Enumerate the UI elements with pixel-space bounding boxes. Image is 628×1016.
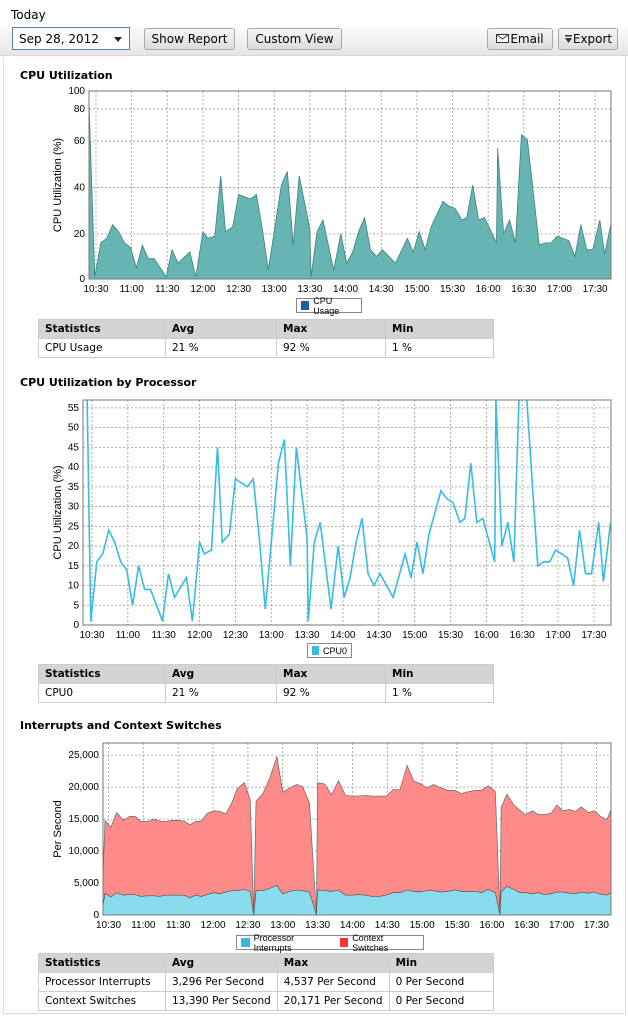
cell: CPU0 bbox=[38, 683, 166, 703]
cpu-legend: CPU Usage bbox=[296, 295, 362, 316]
table-row: CPU0 21 % 92 % 1 % bbox=[38, 683, 494, 703]
legend-label: Context Switches bbox=[352, 932, 389, 953]
interrupts-legend: Processor Interrupts Context Switches bbox=[236, 932, 424, 953]
interrupts-title: Interrupts and Context Switches bbox=[20, 719, 222, 732]
column-header: Min bbox=[385, 664, 494, 684]
cell: 21 % bbox=[165, 683, 277, 703]
show-report-button[interactable]: Show Report bbox=[144, 28, 235, 50]
cpu0-legend: CPU0 bbox=[307, 643, 352, 658]
table-header: Statistics Avg Max Min bbox=[38, 319, 494, 339]
cell: 1 % bbox=[385, 683, 494, 703]
legend-label: CPU0 bbox=[322, 645, 347, 656]
cell: 0 Per Second bbox=[388, 991, 495, 1011]
date-value: Sep 28, 2012 bbox=[19, 31, 99, 46]
interrupts-stats-table: Statistics Avg Max Min Processor Interru… bbox=[38, 953, 495, 1011]
cpu0-stats-table: Statistics Avg Max Min CPU0 21 % 92 % 1 … bbox=[38, 664, 494, 703]
legend-label: CPU Usage bbox=[313, 295, 340, 316]
legend-label: Processor Interrupts bbox=[253, 932, 295, 953]
export-arrow-icon bbox=[564, 34, 572, 43]
cell: 1 % bbox=[385, 338, 494, 358]
cell: 3,296 Per Second bbox=[165, 972, 278, 992]
chevron-down-icon bbox=[114, 37, 122, 42]
column-header: Statistics bbox=[38, 664, 166, 684]
table-row: CPU Usage 21 % 92 % 1 % bbox=[38, 338, 494, 358]
custom-view-button[interactable]: Custom View bbox=[247, 28, 342, 50]
column-header: Avg bbox=[165, 953, 278, 973]
envelope-icon bbox=[496, 34, 510, 43]
cpu-usage-swatch bbox=[301, 301, 310, 310]
cell: Processor Interrupts bbox=[38, 972, 166, 992]
column-header: Min bbox=[385, 319, 494, 339]
table-row: Processor Interrupts 3,296 Per Second 4,… bbox=[38, 972, 495, 992]
email-button[interactable]: Email bbox=[487, 28, 553, 50]
email-label: Email bbox=[510, 32, 544, 46]
cell: 21 % bbox=[165, 338, 277, 358]
column-header: Avg bbox=[165, 664, 277, 684]
table-header: Statistics Avg Max Min bbox=[38, 664, 494, 684]
export-label: Export bbox=[572, 32, 613, 46]
column-header: Max bbox=[276, 319, 386, 339]
column-header: Avg bbox=[165, 319, 277, 339]
cpu-utilization-title: CPU Utilization bbox=[20, 69, 113, 82]
cell: 92 % bbox=[276, 338, 386, 358]
column-header: Statistics bbox=[38, 319, 166, 339]
column-header: Min bbox=[388, 953, 495, 973]
context-swatch bbox=[339, 938, 349, 947]
column-header: Max bbox=[276, 664, 386, 684]
cpu0-swatch bbox=[312, 646, 319, 655]
column-header: Max bbox=[276, 953, 390, 973]
table-row: Context Switches 13,390 Per Second 20,17… bbox=[38, 991, 495, 1011]
cell: 92 % bbox=[276, 683, 386, 703]
interrupts-swatch bbox=[241, 938, 250, 947]
date-select[interactable]: Sep 28, 2012 bbox=[12, 27, 130, 50]
cell: 20,171 Per Second bbox=[276, 991, 390, 1011]
cell: 0 Per Second bbox=[388, 972, 495, 992]
period-label: Today bbox=[11, 8, 46, 22]
cell: CPU Usage bbox=[38, 338, 166, 358]
cpu-by-processor-title: CPU Utilization by Processor bbox=[20, 376, 197, 389]
cell: 13,390 Per Second bbox=[165, 991, 278, 1011]
report-panel bbox=[3, 57, 626, 1014]
cpu-stats-table: Statistics Avg Max Min CPU Usage 21 % 92… bbox=[38, 319, 494, 358]
cell: Context Switches bbox=[38, 991, 166, 1011]
table-header: Statistics Avg Max Min bbox=[38, 953, 495, 973]
column-header: Statistics bbox=[38, 953, 166, 973]
cell: 4,537 Per Second bbox=[276, 972, 390, 992]
export-button[interactable]: Export bbox=[558, 28, 618, 50]
